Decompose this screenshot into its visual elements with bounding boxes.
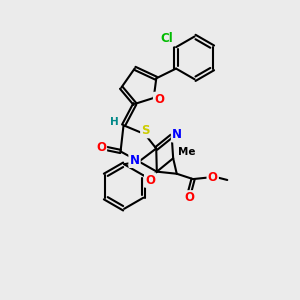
Text: Me: Me	[178, 147, 195, 157]
Text: O: O	[208, 170, 218, 184]
Text: S: S	[141, 124, 150, 137]
Text: O: O	[184, 191, 194, 204]
Text: O: O	[96, 141, 106, 154]
Text: N: N	[172, 128, 182, 141]
Text: N: N	[130, 154, 140, 167]
Text: O: O	[154, 93, 164, 106]
Text: O: O	[145, 174, 155, 187]
Text: Cl: Cl	[161, 32, 173, 45]
Text: H: H	[110, 117, 118, 127]
